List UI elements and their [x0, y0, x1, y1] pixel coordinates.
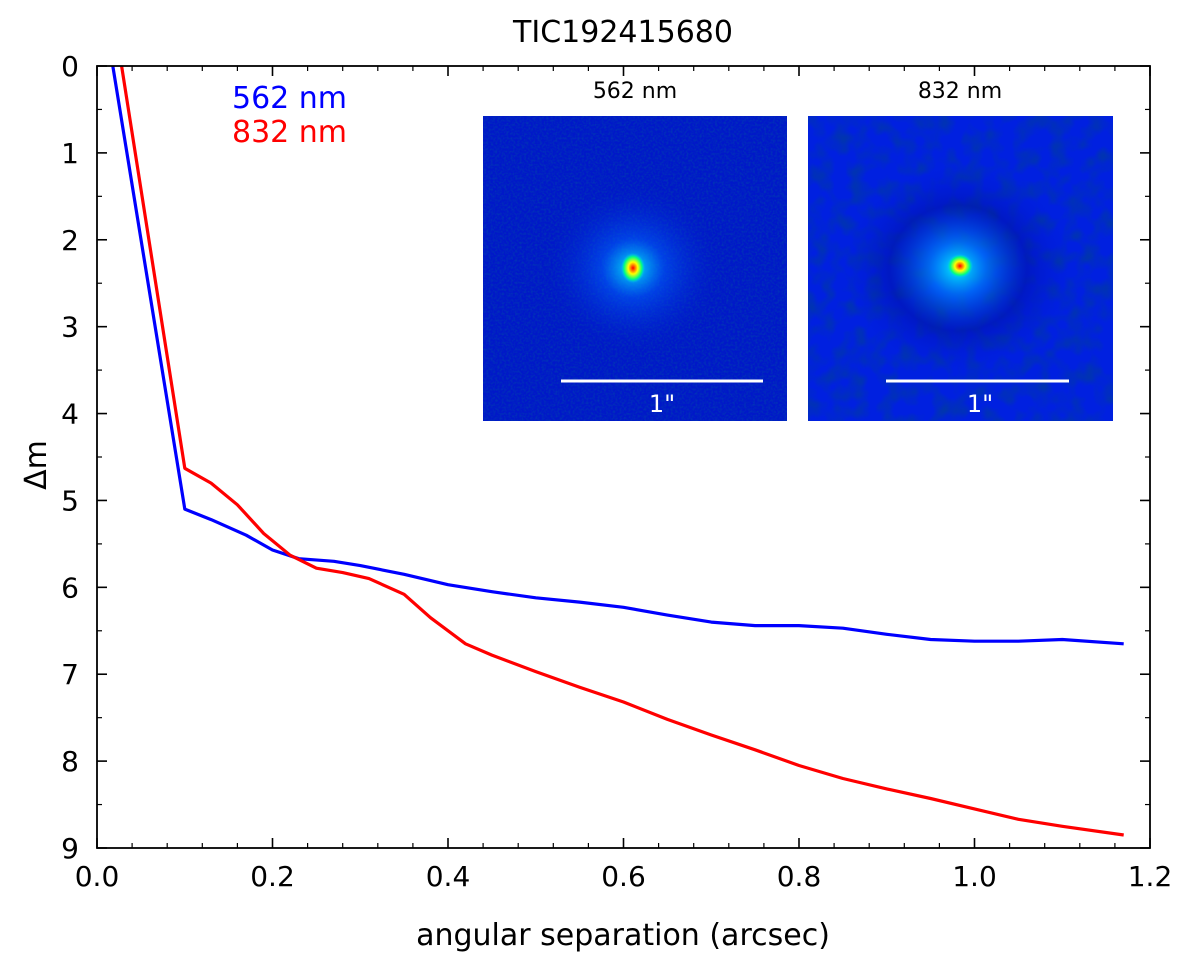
x-tick-label: 0.8: [777, 860, 822, 893]
y-tick-label: 3: [61, 311, 79, 344]
legend-entry-562nm: 562 nm: [232, 81, 347, 116]
y-axis-label: Δm: [19, 440, 54, 490]
series-line-832nm: [120, 66, 1124, 837]
series-line-562nm: [111, 66, 1124, 646]
y-tick-label: 0: [61, 50, 79, 83]
y-tick-label: 4: [61, 398, 79, 431]
y-tick-label: 2: [61, 224, 79, 257]
x-axis-label: angular separation (arcsec): [416, 918, 830, 953]
x-tick-label: 1.0: [952, 860, 997, 893]
y-tick-label: 8: [61, 745, 79, 778]
inset-scale-562nm: 1": [649, 390, 675, 418]
y-tick-label: 9: [61, 832, 79, 865]
inset-image-832nm: 832 nm 1": [808, 79, 1113, 421]
plot-frame: [96, 65, 1151, 849]
y-tick-label: 1: [61, 137, 79, 170]
axis-ticks: 0.0 0.2 0.4 0.6 0.8 1.0 1.2 0 1 2 3 4 5 6 7 8 9: [61, 50, 1172, 893]
legend-entry-832nm: 832 nm: [232, 115, 347, 150]
x-tick-label: 0.6: [601, 860, 646, 893]
x-tick-label: 0.2: [250, 860, 295, 893]
y-tick-label: 6: [61, 571, 79, 604]
y-tick-label: 7: [61, 658, 79, 691]
inset-image-562nm: 562 nm 1": [483, 79, 787, 421]
inset-scale-832nm: 1": [967, 390, 993, 418]
x-tick-label: 1.2: [1128, 860, 1173, 893]
x-tick-label: 0.4: [426, 860, 471, 893]
y-tick-label: 5: [61, 484, 79, 517]
x-tick-label: 0.0: [75, 860, 120, 893]
chart-title: TIC192415680: [512, 15, 733, 50]
inset-label-832nm: 832 nm: [918, 79, 1002, 104]
inset-label-562nm: 562 nm: [593, 79, 677, 104]
